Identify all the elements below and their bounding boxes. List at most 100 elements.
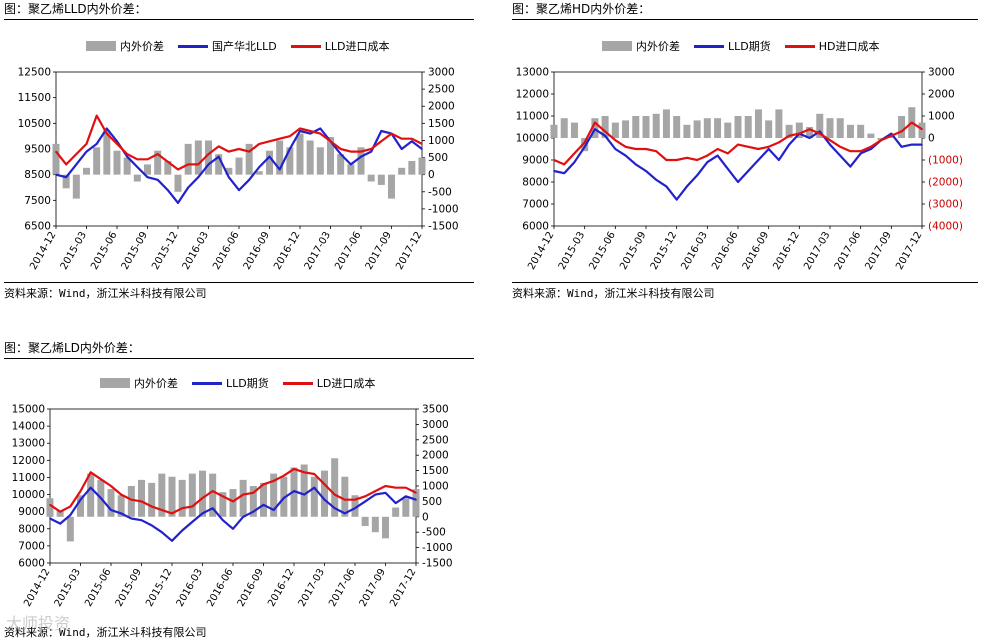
legend-swatch-area [100, 378, 130, 388]
series-point [706, 154, 709, 157]
series-point [161, 509, 163, 511]
y-right-tick-label: -500 [428, 186, 452, 198]
series-point [181, 529, 183, 532]
series-point [201, 512, 204, 515]
series-point [394, 502, 397, 504]
series-point [309, 132, 311, 135]
series-point [798, 132, 801, 135]
series-point [126, 155, 128, 158]
x-tick-label: 2015-03 [59, 230, 89, 272]
y-left-tick-label: 7000 [522, 199, 549, 211]
legend-swatch-area [602, 41, 632, 51]
legend-label: LLD期货 [728, 40, 771, 53]
y-right-tick-label: 1000 [422, 481, 449, 493]
chart-legend: 内外价差 LLD期货 HD进口成本 [602, 38, 893, 54]
y-left-tick-label: 12000 [12, 455, 45, 467]
series-point [360, 150, 362, 153]
series-point [405, 495, 407, 498]
x-tick-label: 2016-12 [272, 230, 302, 272]
y-right-tick-label: 3500 [422, 404, 449, 416]
series-point [116, 143, 118, 145]
series-point [604, 130, 606, 133]
legend-item-domestic: 国产华北LLD [178, 38, 277, 54]
series-point [59, 522, 61, 525]
series-point [207, 153, 210, 155]
series-point [319, 132, 322, 135]
series-point [778, 159, 780, 161]
y-right-tick-label: 2000 [928, 89, 955, 101]
chart-plot-lld: 6500 7500 8500 9500 10500 11500 12500 -1500 -100… [18, 67, 459, 272]
series-point [171, 539, 173, 542]
title-divider [512, 19, 978, 20]
series-point [344, 512, 346, 515]
y-right-tick-label: 2000 [428, 101, 455, 113]
series-point [788, 143, 790, 146]
series-point [100, 497, 102, 499]
y-left-tick-label: 14000 [12, 421, 45, 433]
y-left-tick-label: 8000 [522, 177, 549, 189]
x-tick-label: 2014-12 [526, 230, 556, 272]
legend-label: 国产华北LLD [212, 40, 277, 53]
series-point [910, 143, 913, 146]
x-tick-label: 2015-06 [83, 567, 113, 609]
y-right-tick-label: 500 [422, 496, 442, 508]
series-point [370, 148, 372, 150]
series-point [329, 140, 332, 143]
series-point [394, 486, 397, 489]
series-point [150, 505, 153, 508]
x-tick-label: 2015-06 [89, 230, 119, 272]
series-point [177, 168, 179, 171]
series-point [120, 493, 122, 496]
series-point [665, 185, 668, 188]
source-divider [4, 282, 474, 283]
series-point [187, 186, 189, 189]
chart-title: 图：聚乙烯HD内外价差： [512, 2, 651, 16]
series-point [354, 507, 356, 510]
series-point [258, 166, 261, 168]
series-point [767, 146, 770, 148]
series-point [655, 150, 658, 152]
series-point [272, 509, 275, 511]
series-point [384, 492, 387, 494]
series-point [808, 128, 811, 130]
y-right-tick-label: 1500 [422, 465, 449, 477]
series-point [303, 493, 305, 496]
x-tick-label: 2016-09 [236, 567, 266, 609]
series-point [829, 143, 831, 146]
x-tick-label: 2017-06 [833, 230, 863, 272]
series-point [726, 168, 729, 170]
x-tick-label: 2016-06 [710, 230, 740, 272]
series-point [563, 172, 566, 174]
legend-swatch-blue [192, 381, 222, 385]
series-point [228, 150, 230, 153]
series-point [262, 504, 265, 506]
series-point [228, 176, 230, 179]
y-left-tick-label: 8000 [18, 523, 45, 535]
series-point [645, 170, 647, 172]
x-tick-label: 2017-06 [333, 230, 363, 272]
legend-item-futures: LLD期货 [192, 375, 269, 391]
series-point [313, 473, 316, 475]
series-point [177, 202, 179, 204]
series-point [890, 135, 893, 137]
x-tick-label: 2014-12 [22, 567, 52, 609]
series-point [49, 517, 51, 520]
series-point [106, 132, 108, 135]
series-point [339, 153, 342, 155]
y-left-tick-label: 11500 [18, 92, 51, 104]
x-tick-label: 2017-03 [802, 230, 832, 272]
source-divider [512, 282, 978, 283]
y-right-tick-label: (3000) [928, 199, 963, 211]
series-point [69, 505, 72, 508]
series-point [583, 146, 586, 148]
series-point [818, 130, 821, 133]
series-point [181, 507, 183, 510]
source-note: 资料来源：Wind，浙江米斗科技有限公司 [4, 287, 207, 300]
series-point [716, 148, 719, 150]
chart-plot-ld: 6000700080009000100001100012000130001400… [12, 404, 453, 609]
series-point [258, 143, 261, 145]
y-right-tick-label: -1000 [422, 542, 453, 554]
y-left-tick-label: 15000 [12, 404, 45, 416]
legend-label: 内外价差 [134, 377, 178, 390]
y-right-tick-label: 3000 [928, 67, 955, 79]
